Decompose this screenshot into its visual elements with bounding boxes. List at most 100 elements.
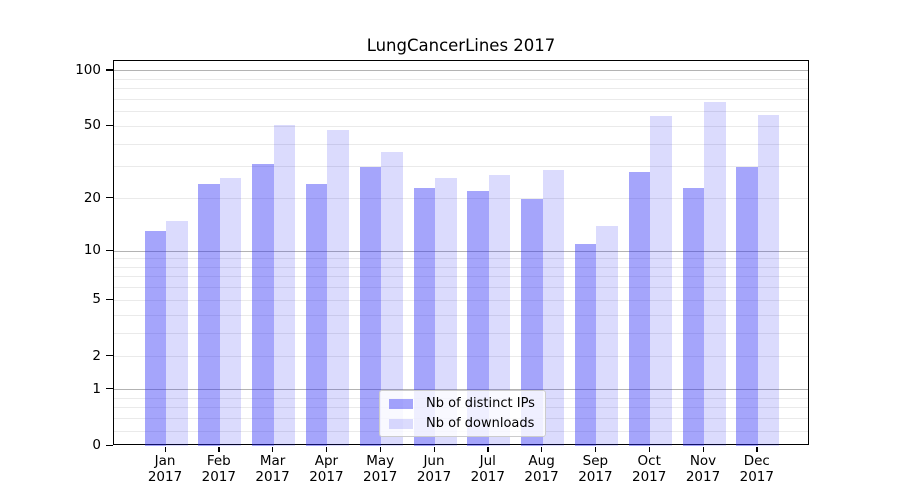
- x-tick-label-oct: Oct 2017: [617, 453, 681, 485]
- legend-entry-downloads: Nb of downloads: [389, 416, 537, 431]
- x-tick-label-year: 2017: [685, 469, 721, 485]
- bar-jan-distinct-ips: [144, 231, 166, 446]
- bar-may-distinct-ips: [359, 166, 382, 446]
- x-tick-label-mar: Mar 2017: [241, 453, 305, 485]
- y-tick-label: 100: [75, 61, 101, 78]
- bar-aug-downloads: [542, 169, 565, 446]
- plot-area: [113, 60, 809, 446]
- x-tick-label-may: May 2017: [348, 453, 412, 485]
- y-gridline-major: [114, 389, 808, 391]
- y-tick-label: 10: [83, 242, 101, 259]
- bar-oct-distinct-ips: [628, 172, 651, 446]
- x-tick-label-jan: Jan 2017: [133, 453, 197, 485]
- x-tick-mark: [218, 446, 220, 452]
- y-gridline-minor: [114, 299, 808, 301]
- y-tick-mark: [106, 388, 113, 390]
- x-tick-mark: [433, 446, 435, 452]
- legend-swatch-distinct-ips: [389, 398, 413, 409]
- x-tick-label-sep: Sep 2017: [563, 453, 627, 485]
- bar-mar-downloads: [273, 124, 296, 446]
- bar-sep-downloads: [596, 225, 618, 446]
- bar-jul-downloads: [488, 175, 511, 446]
- x-tick-label-year: 2017: [470, 469, 505, 485]
- bar-mar-distinct-ips: [252, 164, 274, 446]
- x-tick-label-year: 2017: [739, 469, 774, 485]
- bar-may-downloads: [381, 152, 403, 446]
- x-tick-mark: [272, 446, 274, 452]
- x-tick-label-dec: Dec 2017: [725, 453, 789, 485]
- bar-aug-distinct-ips: [521, 198, 543, 446]
- y-tick-mark: [106, 249, 113, 251]
- y-gridline-minor: [114, 125, 808, 127]
- y-gridline-minor: [114, 356, 808, 358]
- y-gridline-minor: [114, 88, 808, 90]
- y-tick-label: 0: [92, 437, 101, 453]
- x-tick-mark: [594, 446, 597, 452]
- y-gridline-major: [114, 250, 808, 252]
- y-tick-mark: [106, 197, 113, 199]
- y-gridline-minor: [114, 166, 808, 168]
- bar-dec-distinct-ips: [736, 166, 758, 446]
- bar-feb-distinct-ips: [198, 184, 220, 446]
- x-tick-label-year: 2017: [416, 469, 452, 485]
- y-gridline-minor: [114, 78, 808, 80]
- y-gridline-minor: [114, 266, 808, 268]
- x-tick-label-year: 2017: [578, 469, 613, 485]
- x-tick-label-year: 2017: [632, 469, 667, 485]
- chart-title: LungCancerLines 2017: [366, 36, 556, 55]
- bar-nov-downloads: [704, 101, 726, 446]
- x-tick-label-year: 2017: [524, 469, 559, 485]
- x-tick-mark: [325, 446, 328, 452]
- bar-jun-distinct-ips: [413, 187, 435, 446]
- bar-feb-downloads: [219, 178, 242, 446]
- bar-jun-downloads: [435, 178, 457, 446]
- x-tick-label-aug: Aug 2017: [510, 453, 574, 485]
- y-tick-label: 2: [92, 347, 101, 364]
- y-tick-label: 20: [83, 189, 101, 206]
- x-tick-label-year: 2017: [255, 469, 290, 485]
- y-tick-mark: [106, 444, 113, 446]
- x-tick-mark: [379, 446, 381, 452]
- y-gridline-major: [114, 70, 808, 72]
- y-tick-mark: [106, 124, 113, 127]
- y-tick-mark: [106, 355, 113, 357]
- y-gridline-minor: [114, 98, 808, 100]
- bar-dec-downloads: [757, 114, 780, 446]
- x-tick-label-year: 2017: [309, 469, 344, 485]
- x-tick-mark: [702, 446, 704, 452]
- bar-sep-distinct-ips: [574, 244, 597, 446]
- y-gridline-minor: [114, 198, 808, 199]
- x-tick-label-jul: Jul 2017: [456, 453, 520, 485]
- x-tick-mark: [541, 446, 543, 452]
- y-gridline-minor: [114, 111, 808, 113]
- y-gridline-minor: [114, 287, 808, 289]
- bar-layer: [114, 61, 808, 446]
- y-gridline-minor: [114, 258, 808, 260]
- y-gridline-minor: [114, 143, 808, 145]
- y-tick-label: 50: [83, 117, 101, 134]
- x-tick-label-nov: Nov 2017: [671, 453, 735, 485]
- bar-jan-downloads: [166, 220, 188, 446]
- y-gridline-minor: [114, 276, 808, 278]
- bar-nov-distinct-ips: [682, 187, 704, 446]
- bar-oct-downloads: [650, 115, 672, 446]
- x-tick-label-feb: Feb 2017: [187, 453, 251, 485]
- legend-entry-distinct-ips: Nb of distinct IPs: [389, 396, 537, 411]
- x-tick-label-year: 2017: [363, 469, 398, 485]
- x-tick-label-apr: Apr 2017: [294, 453, 358, 485]
- x-tick-label-jun: Jun 2017: [402, 453, 466, 485]
- bar-jul-distinct-ips: [467, 191, 489, 446]
- legend-label-downloads: Nb of downloads: [426, 416, 535, 431]
- y-gridline-minor: [114, 332, 808, 334]
- legend: Nb of distinct IPs Nb of downloads: [379, 390, 546, 437]
- x-tick-mark: [164, 446, 166, 452]
- y-tick-mark: [106, 298, 113, 301]
- bar-apr-distinct-ips: [305, 184, 328, 446]
- x-tick-label-year: 2017: [201, 469, 236, 485]
- x-tick-mark: [756, 446, 758, 452]
- x-tick-label-year: 2017: [147, 469, 183, 485]
- legend-swatch-downloads: [389, 418, 413, 429]
- y-tick-mark: [106, 69, 113, 71]
- y-tick-label: 1: [92, 380, 101, 397]
